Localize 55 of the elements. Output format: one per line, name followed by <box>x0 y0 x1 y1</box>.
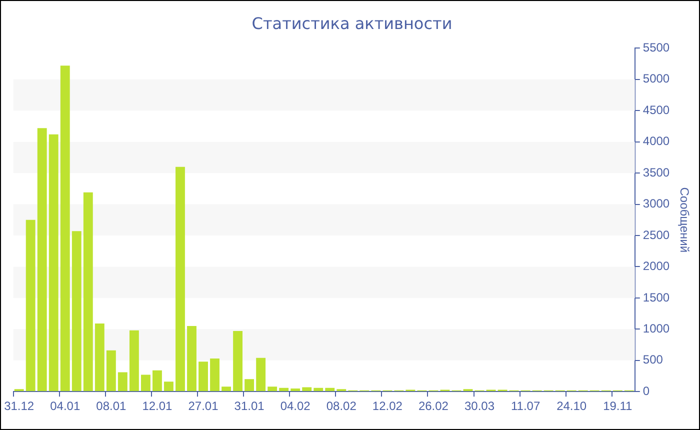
x-tick-label: 11.07 <box>510 399 540 414</box>
bar <box>325 388 335 392</box>
y-tick-label: 3500 <box>642 165 670 180</box>
bar <box>187 326 196 392</box>
x-tick-label: 27.01 <box>188 399 219 414</box>
x-tick-label: 31.01 <box>234 399 265 414</box>
y-tick-label: 5500 <box>642 40 670 55</box>
x-tick-label: 12.02 <box>372 399 403 414</box>
x-tick-label: 31.12 <box>4 399 34 414</box>
y-tick-label: 1500 <box>642 290 670 304</box>
bar <box>256 358 266 392</box>
x-tick-label: 12.01 <box>142 399 173 414</box>
bar <box>48 134 58 392</box>
bar <box>83 192 93 392</box>
bar <box>222 386 231 392</box>
bar <box>302 387 312 392</box>
y-tick-label: 0 <box>642 384 650 398</box>
x-tick-label: 26.02 <box>418 399 449 414</box>
bar <box>176 166 185 392</box>
x-tick-label: 08.02 <box>326 399 357 414</box>
bar <box>129 330 139 392</box>
bar <box>106 350 116 392</box>
x-tick-label: 04.01 <box>50 399 80 414</box>
bar <box>198 362 208 392</box>
x-tick-label: 30.03 <box>464 399 495 414</box>
bar <box>164 382 174 392</box>
bar <box>72 231 82 392</box>
bar <box>279 388 289 392</box>
bar <box>140 374 150 392</box>
bar <box>233 331 243 392</box>
bar <box>94 324 104 392</box>
bar <box>268 386 278 392</box>
bar <box>60 66 70 392</box>
x-tick-label: 19.11 <box>603 399 633 414</box>
x-tick-label: 04.02 <box>280 399 311 414</box>
bar <box>314 388 324 392</box>
bar <box>244 379 254 392</box>
chart-title: Статистика активности <box>252 14 452 33</box>
y-tick-label: 5000 <box>642 72 670 86</box>
y-tick-label: 4000 <box>642 134 670 148</box>
y-tick-label: 2000 <box>642 259 670 274</box>
x-tick-label: 24.10 <box>556 399 587 414</box>
y-tick-label: 3000 <box>642 196 670 211</box>
y-tick-label: 2500 <box>642 228 670 242</box>
y-tick-label: 1000 <box>642 321 670 336</box>
bar <box>152 370 162 392</box>
bar <box>118 372 128 392</box>
bar <box>290 388 300 392</box>
y-tick-label: 500 <box>642 352 664 367</box>
x-tick-label: 08.01 <box>96 399 127 414</box>
y-axis-title: Сообщений <box>677 187 692 253</box>
bar <box>37 128 47 392</box>
bar <box>26 220 36 392</box>
y-tick-label: 4500 <box>642 102 670 117</box>
bar <box>210 358 220 392</box>
